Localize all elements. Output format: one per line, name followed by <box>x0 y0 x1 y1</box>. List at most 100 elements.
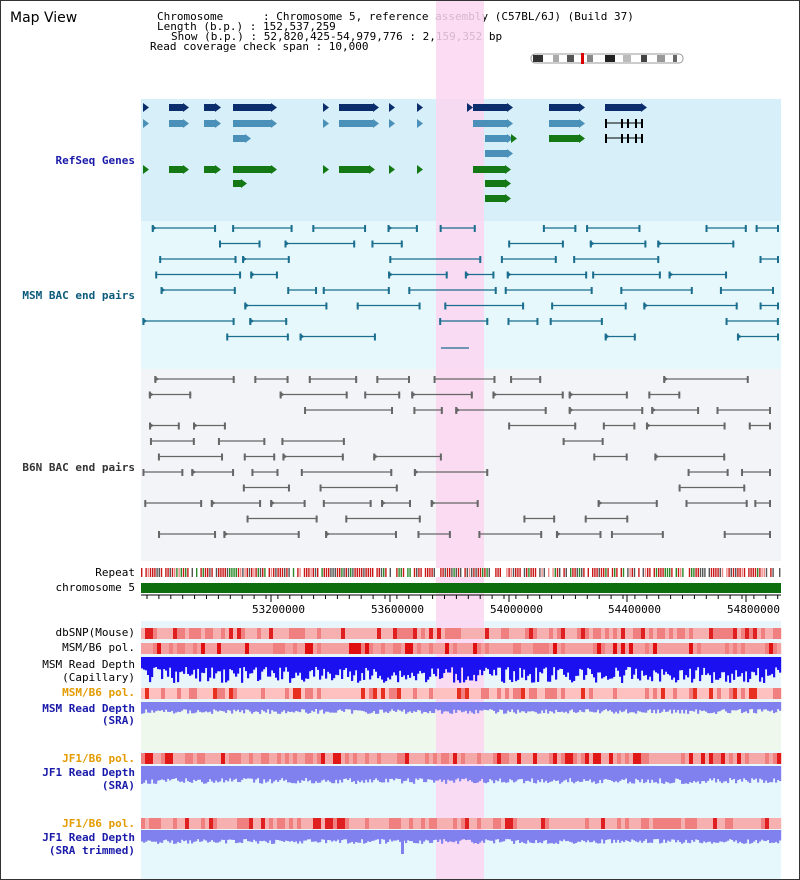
depth-bar <box>381 830 384 840</box>
depth-bar <box>319 766 322 783</box>
label-chromosome: chromosome 5 <box>55 581 135 594</box>
polymorphism-cell <box>657 818 662 829</box>
depth-bar <box>775 830 778 842</box>
depth-bar <box>279 702 282 714</box>
depth-bar <box>183 766 186 783</box>
depth-bar <box>215 830 218 843</box>
bac-end-mark <box>769 469 771 476</box>
polymorphism-cell <box>189 753 194 764</box>
bac-end-mark <box>263 438 266 445</box>
depth-bar <box>333 657 336 679</box>
polymorphism-cell <box>753 643 758 654</box>
polymorphism-cell <box>701 688 706 699</box>
label-b6n-bac[interactable]: B6N BAC end pairs <box>22 461 135 474</box>
polymorphism-cell <box>365 818 370 829</box>
polymorphism-cell <box>269 643 274 654</box>
depth-bar <box>773 657 776 678</box>
depth-bar <box>743 766 746 779</box>
repeat-element <box>429 568 431 577</box>
depth-bar <box>675 657 678 683</box>
repeat-element <box>528 568 530 577</box>
polymorphism-cell <box>417 643 422 654</box>
depth-bar <box>589 657 592 670</box>
depth-bar <box>645 766 648 783</box>
bac-end-arrow <box>663 376 669 382</box>
polymorphism-cell <box>329 753 334 764</box>
depth-bar <box>275 830 278 840</box>
repeat-element <box>347 568 350 577</box>
depth-bar <box>281 830 284 842</box>
depth-bar <box>317 830 320 843</box>
gene-strand-arrow <box>389 103 395 112</box>
depth-bar <box>377 830 380 840</box>
depth-bar <box>361 702 364 711</box>
depth-bar <box>757 766 760 783</box>
bac-end-mark <box>353 240 356 248</box>
repeat-element <box>433 568 435 577</box>
depth-bar <box>149 830 152 841</box>
depth-bar <box>727 657 730 676</box>
bac-end-mark <box>658 271 661 279</box>
bac-end-mark <box>408 287 411 294</box>
polymorphism-cell <box>637 753 642 764</box>
depth-bar <box>155 766 158 784</box>
polymorphism-cell <box>629 628 634 639</box>
depth-bar <box>575 766 578 782</box>
msm-bac-pairs-track <box>142 225 779 349</box>
depth-bar <box>293 766 296 784</box>
depth-bar <box>779 702 782 711</box>
depth-bar <box>353 830 356 844</box>
repeat-element <box>341 568 343 577</box>
polymorphism-cell <box>325 688 330 699</box>
depth-bar <box>705 657 708 675</box>
depth-bar <box>339 766 342 780</box>
depth-bar <box>225 766 228 781</box>
polymorphism-cell <box>453 688 458 699</box>
polymorphism-cell <box>153 688 158 699</box>
repeat-element <box>398 568 400 577</box>
polymorphism-cell <box>445 643 450 654</box>
label-msm-bac[interactable]: MSM BAC end pairs <box>22 289 135 302</box>
polymorphism-cell <box>177 753 182 764</box>
polymorphism-cell <box>497 628 502 639</box>
bac-end-arrow <box>154 376 160 382</box>
depth-bar <box>613 657 616 677</box>
repeat-element <box>765 568 768 577</box>
depth-bar <box>335 657 338 675</box>
bac-end-mark <box>777 225 779 232</box>
depth-bar <box>645 830 648 840</box>
depth-bar <box>605 657 608 676</box>
polymorphism-cell <box>229 688 234 699</box>
polymorphism-cell <box>313 628 318 639</box>
polymorphism-cell <box>521 643 526 654</box>
bac-end-mark <box>232 225 235 232</box>
depth-bar <box>445 766 448 784</box>
polymorphism-cell <box>145 818 150 829</box>
polymorphism-cell <box>653 643 658 654</box>
depth-bar <box>739 702 742 710</box>
polymorphism-cell <box>209 753 214 764</box>
depth-bar <box>779 830 782 841</box>
depth-bar <box>359 830 362 843</box>
depth-bar <box>175 766 178 779</box>
depth-bar <box>707 702 710 714</box>
polymorphism-cell <box>193 643 198 654</box>
bac-end-mark <box>232 376 235 383</box>
depth-bar <box>711 702 714 714</box>
tick-label: 54400000 <box>608 603 661 616</box>
label-refseq-genes[interactable]: RefSeq Genes <box>55 154 135 167</box>
bac-end-mark <box>214 531 217 538</box>
depth-bar <box>701 830 704 844</box>
polymorphism-cell <box>641 753 646 764</box>
depth-bar <box>601 702 604 712</box>
depth-bar <box>315 657 318 668</box>
repeat-element <box>154 568 156 577</box>
depth-bar <box>725 657 728 682</box>
depth-bar <box>223 702 226 712</box>
depth-bar <box>323 766 326 780</box>
depth-bar <box>385 657 388 682</box>
polymorphism-cell <box>489 753 494 764</box>
depth-bar <box>673 657 676 678</box>
depth-bar <box>551 657 554 676</box>
